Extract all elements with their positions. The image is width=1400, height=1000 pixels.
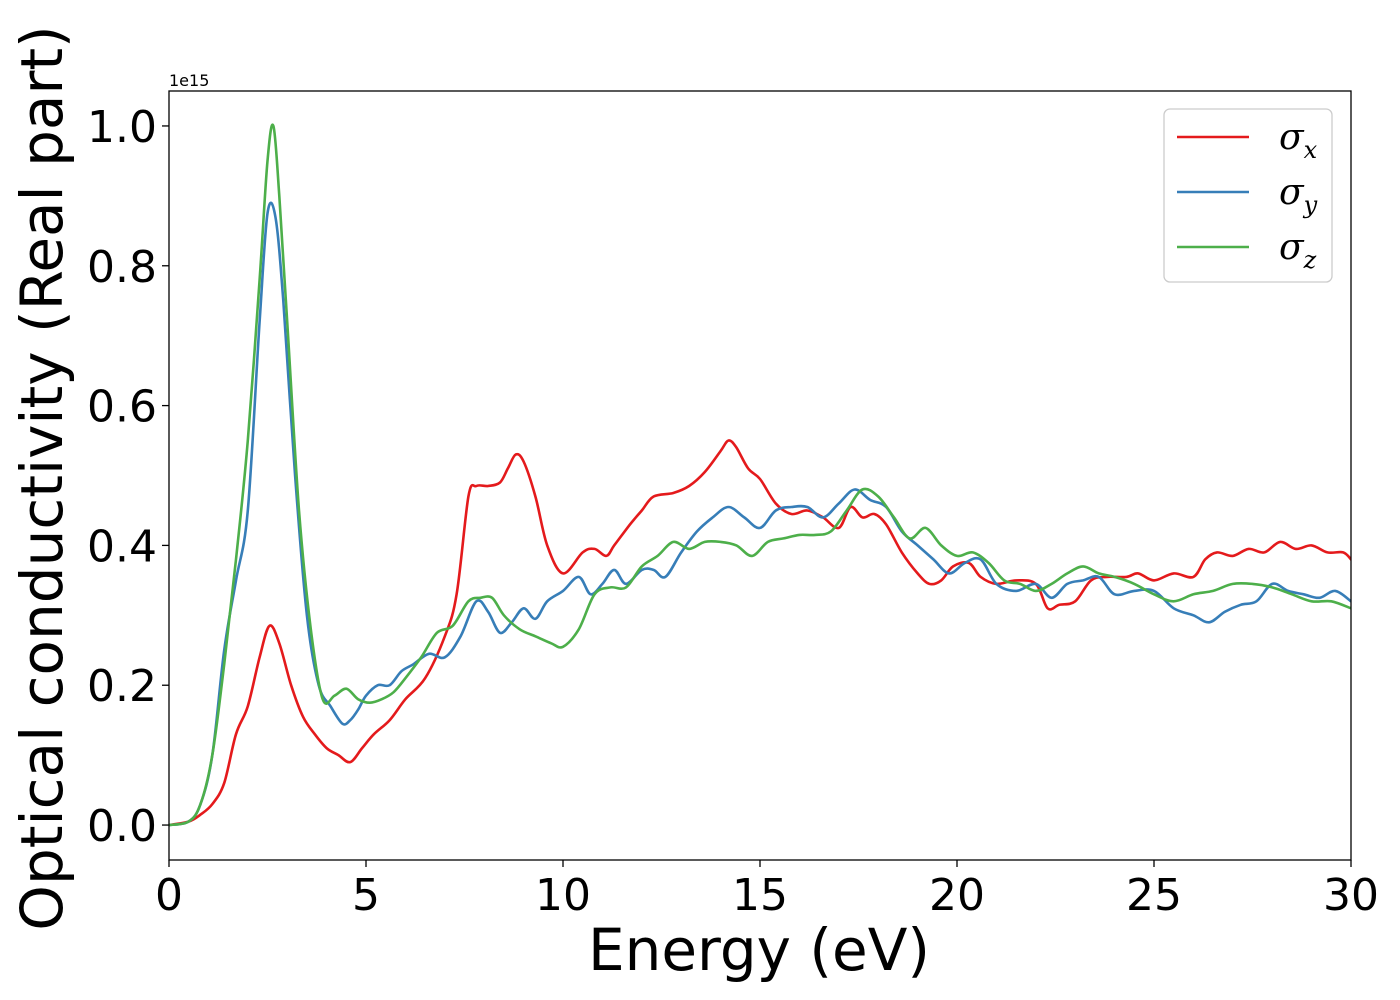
y-tick-label: 0.6 xyxy=(87,382,157,433)
x-tick-label: 30 xyxy=(1323,870,1379,921)
x-tick-label: 25 xyxy=(1126,870,1182,921)
y-axis-ticks: 0.0 0.2 0.4 0.6 0.8 1.0 xyxy=(87,102,169,852)
series-line-x xyxy=(169,439,1351,827)
y-tick-label: 0.2 xyxy=(87,661,157,712)
x-tick-label: 10 xyxy=(535,870,591,921)
x-axis-label: Energy (eV) xyxy=(588,916,930,984)
series-line-z xyxy=(169,123,1351,827)
legend-frame xyxy=(1163,108,1333,283)
series-line-y xyxy=(169,201,1351,827)
y-tick-label: 1.0 xyxy=(87,102,157,153)
x-tick-label: 0 xyxy=(155,870,183,921)
series-layer xyxy=(169,123,1351,827)
y-tick-label: 0.8 xyxy=(87,242,157,293)
x-tick-label: 15 xyxy=(732,870,788,921)
x-tick-label: 20 xyxy=(929,870,985,921)
x-axis-ticks: 0 5 10 15 20 25 30 xyxy=(155,860,1379,921)
y-offset-label: 1e15 xyxy=(169,71,209,90)
y-tick-label: 0.4 xyxy=(87,521,157,572)
y-axis-label: Optical conductivity (Real part) xyxy=(8,25,76,930)
y-tick-label: 0.0 xyxy=(87,801,157,852)
x-tick-label: 5 xyxy=(352,870,380,921)
